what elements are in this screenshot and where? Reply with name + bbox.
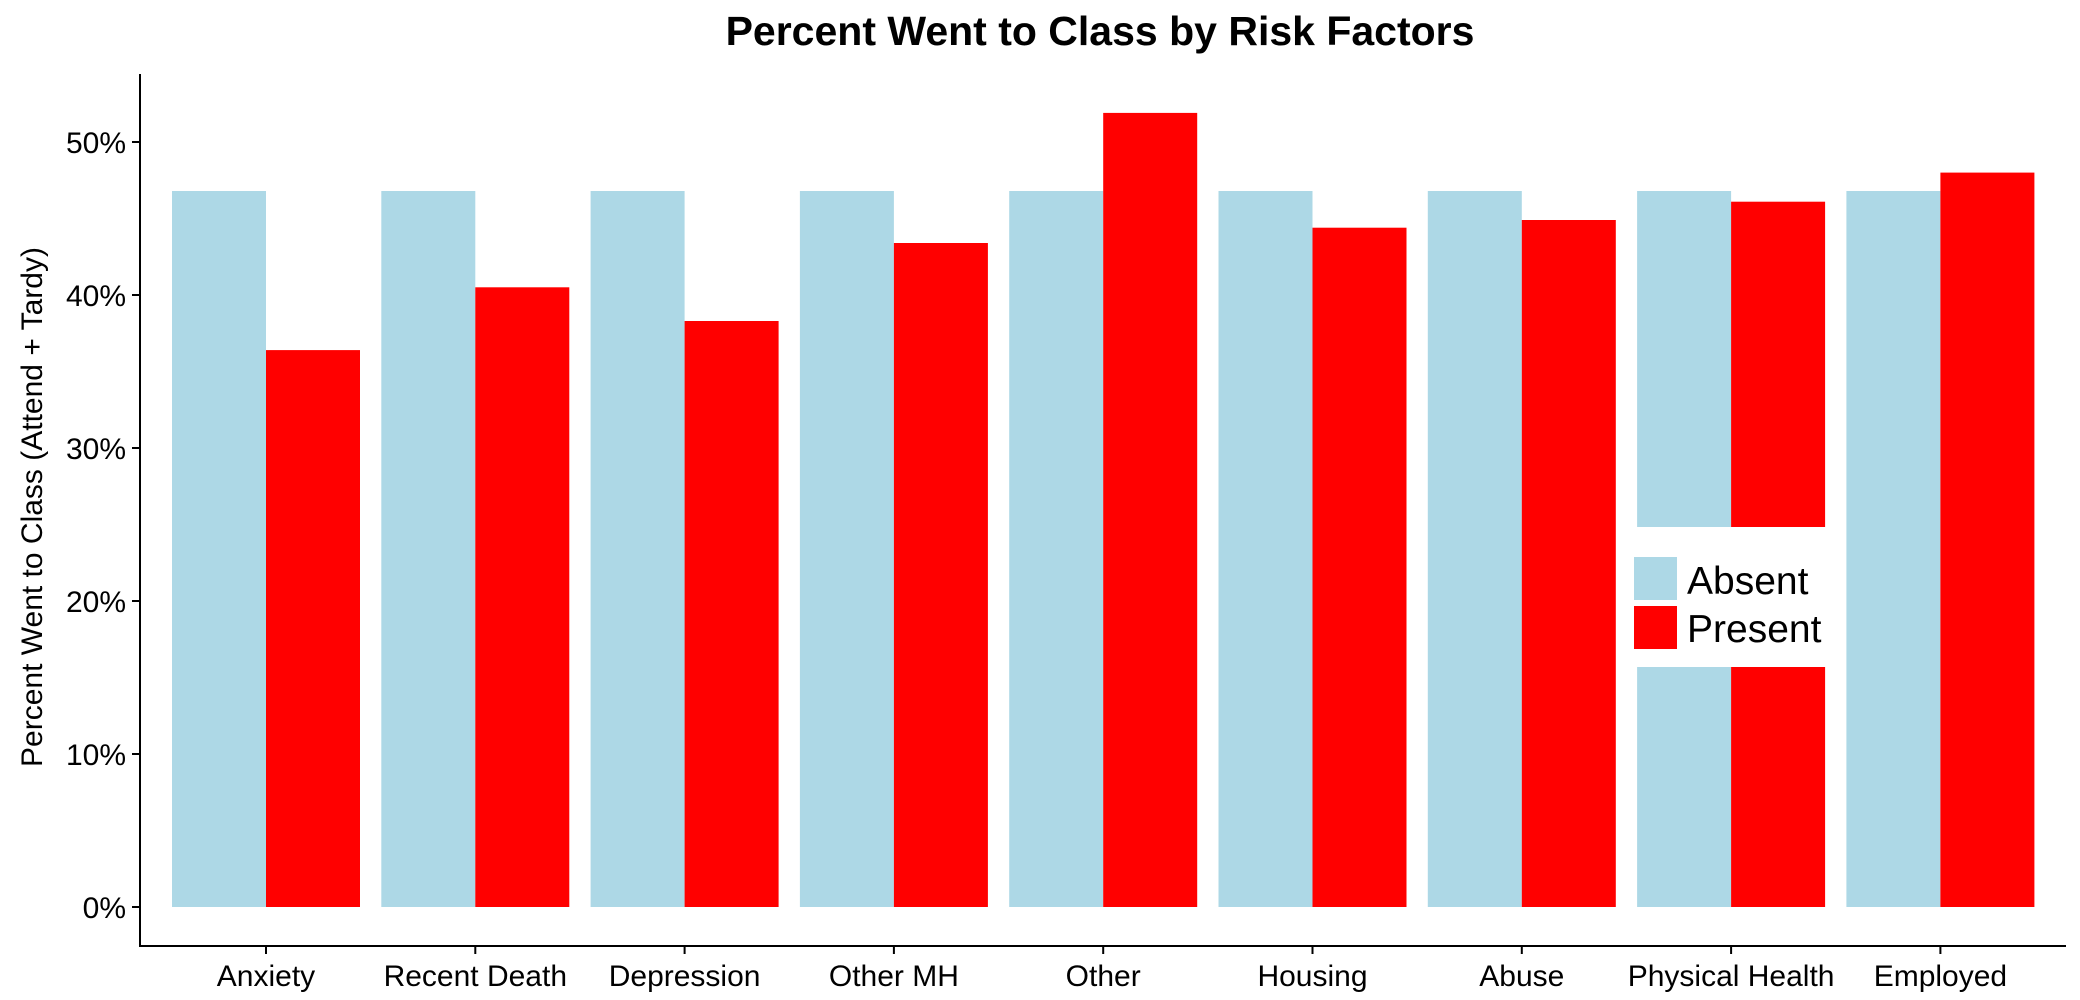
bar-absent-employed (1846, 191, 1941, 907)
y-tick-label: 30% (66, 433, 126, 466)
bar-absent-housing (1218, 191, 1313, 907)
x-tick-label: Housing (1257, 960, 1367, 993)
bar-absent-other (1009, 191, 1104, 907)
bar-absent-anxiety (172, 191, 266, 907)
bar-present-abuse (1521, 220, 1616, 907)
legend-swatch-absent (1634, 557, 1677, 600)
y-axis-title: Percent Went to Class (Attend + Tardy) (16, 247, 49, 767)
bar-present-other-mh (893, 243, 988, 907)
bar-present-depression (684, 321, 779, 907)
bar-present-recent-death (475, 287, 570, 907)
bar-absent-depression (590, 191, 685, 907)
bar-present-employed (1940, 172, 2035, 908)
y-tick-label: 40% (66, 280, 126, 313)
bar-present-housing (1312, 227, 1407, 907)
bars-group (172, 112, 2035, 908)
legend-swatch-present (1634, 606, 1677, 649)
legend-label-absent: Absent (1687, 560, 1809, 603)
bar-present-other (1103, 112, 1198, 907)
y-tick-label: 0% (83, 892, 126, 925)
chart-title: Percent Went to Class by Risk Factors (726, 8, 1475, 54)
bar-present-anxiety (266, 350, 360, 908)
x-tick-label: Other MH (829, 960, 959, 993)
y-tick-label: 50% (66, 127, 126, 160)
bar-absent-other-mh (799, 191, 894, 907)
y-tick-label: 20% (66, 586, 126, 619)
legend: Absent Present (1624, 527, 1836, 667)
x-tick-label: Physical Health (1628, 960, 1835, 993)
x-tick-label: Employed (1874, 960, 2007, 993)
legend-label-present: Present (1687, 608, 1822, 651)
x-tick-label: Depression (609, 960, 761, 993)
bar-absent-recent-death (381, 191, 476, 907)
y-axis-ticks: 0% 10% 20% 30% 40% 50% (66, 127, 140, 925)
x-tick-label: Other (1066, 960, 1141, 993)
bar-absent-abuse (1427, 191, 1522, 907)
x-tick-label: Abuse (1479, 960, 1564, 993)
x-tick-label: Recent Death (384, 960, 567, 993)
x-axis-ticks: Anxiety Recent Death Depression Other MH Oth… (217, 946, 2007, 993)
y-tick-label: 10% (66, 739, 126, 772)
x-tick-label: Anxiety (217, 960, 315, 993)
